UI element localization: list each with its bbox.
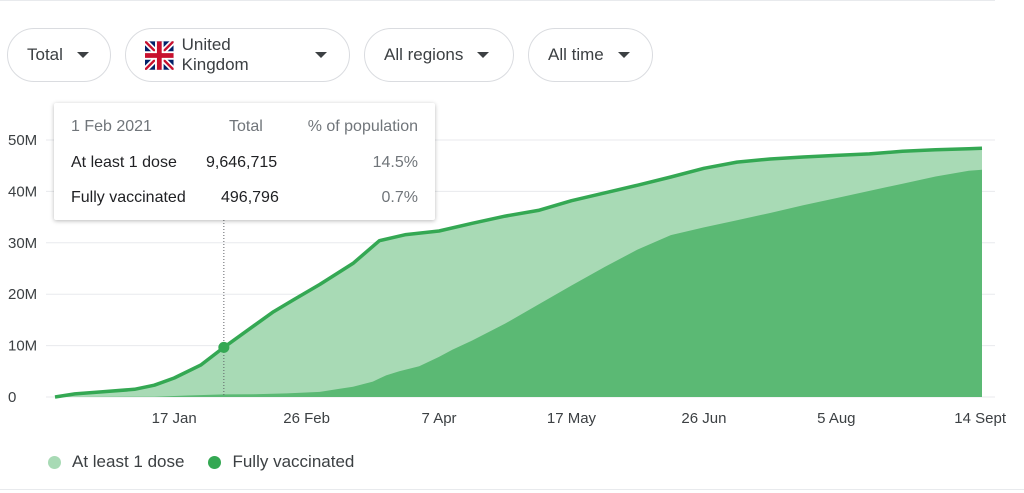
metric-dropdown[interactable]: Total [7, 28, 111, 82]
data-tooltip: 1 Feb 2021 Total % of population At leas… [54, 103, 435, 220]
legend-item-dose1[interactable]: At least 1 dose [48, 452, 184, 472]
y-tick-label: 0 [8, 389, 16, 406]
y-axis-labels: 0 10M 20M 30M 40M 50M [8, 132, 37, 406]
chart-legend: At least 1 dose Fully vaccinated [48, 452, 378, 472]
legend-label: Fully vaccinated [232, 452, 355, 471]
tooltip-row-total: 9,646,715 [206, 154, 278, 171]
tooltip-row-label: At least 1 dose [71, 154, 177, 171]
country-dropdown-label: United Kingdom [181, 35, 249, 74]
period-dropdown[interactable]: All time [528, 28, 653, 82]
tooltip-row-label: Fully vaccinated [71, 189, 186, 206]
x-tick-label: 7 Apr [422, 410, 457, 427]
region-dropdown[interactable]: All regions [364, 28, 514, 82]
x-tick-label: 17 May [547, 410, 597, 427]
x-tick-label: 5 Aug [817, 410, 855, 427]
tooltip-row-pct: 0.7% [381, 189, 418, 206]
hover-point-marker [218, 341, 230, 353]
period-dropdown-label: All time [548, 45, 604, 64]
y-tick-label: 50M [8, 132, 37, 149]
legend-dot-icon [48, 455, 61, 469]
x-tick-label: 17 Jan [152, 410, 197, 427]
x-tick-label: 26 Feb [283, 410, 330, 427]
y-tick-label: 30M [8, 235, 37, 252]
caret-down-icon [315, 52, 327, 58]
country-dropdown[interactable]: United Kingdom [125, 28, 350, 82]
tooltip-col-pct: % of population [307, 118, 418, 135]
caret-down-icon [76, 52, 89, 58]
top-divider [0, 0, 995, 1]
caret-down-icon [617, 52, 630, 58]
legend-label: At least 1 dose [72, 452, 185, 471]
tooltip-col-total: Total [229, 118, 263, 135]
tooltip-row-full: Fully vaccinated 496,796 0.7% [71, 189, 418, 209]
tooltip-header: 1 Feb 2021 Total % of population [71, 118, 418, 138]
x-axis-labels: 17 Jan 26 Feb 7 Apr 17 May 26 Jun 5 Aug 14 Sep… [152, 410, 1007, 427]
y-tick-label: 20M [8, 286, 37, 303]
metric-dropdown-label: Total [27, 45, 63, 64]
tooltip-date: 1 Feb 2021 [71, 118, 152, 135]
legend-dot-icon [208, 455, 222, 469]
caret-down-icon [477, 52, 490, 58]
line-at-least-1-dose [54, 146, 983, 399]
x-tick-label: 26 Jun [681, 410, 726, 427]
filter-bar: Total United Kingdom All regions All tim… [7, 28, 653, 82]
y-tick-label: 10M [8, 338, 37, 355]
bottom-divider [0, 489, 1024, 490]
uk-flag-icon [145, 40, 174, 70]
y-tick-label: 40M [8, 183, 37, 200]
tooltip-row-total: 496,796 [221, 189, 279, 206]
legend-item-full[interactable]: Fully vaccinated [208, 452, 354, 472]
x-tick-label: 14 Sept [954, 410, 1007, 427]
region-dropdown-label: All regions [384, 45, 464, 64]
area-fully-vaccinated [55, 169, 982, 397]
tooltip-row-dose1: At least 1 dose 9,646,715 14.5% [71, 154, 418, 174]
tooltip-row-pct: 14.5% [372, 154, 418, 171]
